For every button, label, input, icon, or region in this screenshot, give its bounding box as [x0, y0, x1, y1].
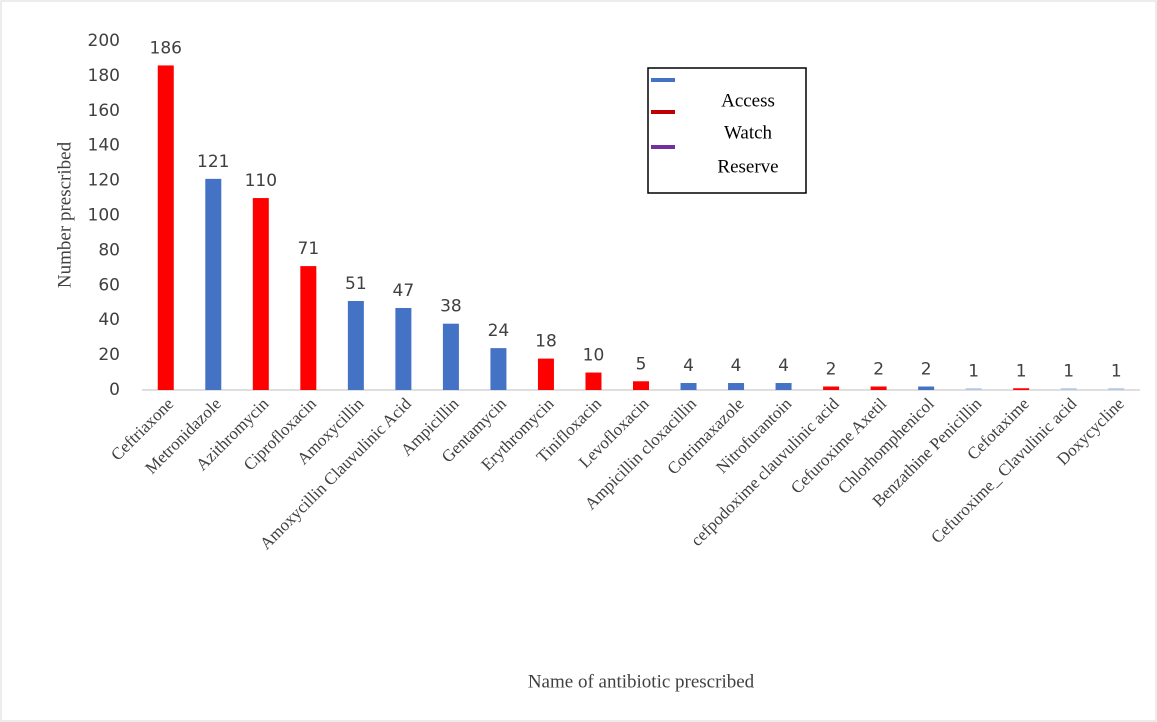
legend-label: Access: [721, 90, 775, 111]
bar: [252, 198, 269, 390]
data-label: 1: [1063, 361, 1074, 381]
bar: [1013, 388, 1030, 390]
data-label: 121: [197, 152, 229, 172]
legend-label: Reserve: [717, 156, 778, 177]
y-tick-label: 100: [88, 206, 120, 226]
bar: [300, 266, 317, 390]
bar: [490, 348, 507, 390]
data-label: 4: [731, 356, 742, 376]
bar: [870, 386, 887, 390]
bar: [205, 178, 222, 390]
y-tick-label: 160: [88, 101, 120, 121]
bar: [442, 323, 459, 390]
data-label: 47: [393, 281, 415, 301]
data-label: 38: [440, 297, 462, 317]
data-label: 24: [488, 321, 510, 341]
y-tick-label: 40: [98, 310, 120, 330]
y-tick-label: 60: [98, 275, 120, 295]
y-tick-label: 140: [88, 136, 120, 156]
bar: [1108, 388, 1125, 390]
y-tick-label: 0: [109, 380, 120, 400]
bar: [347, 301, 364, 390]
data-label: 2: [826, 360, 837, 380]
bar: [1060, 388, 1077, 390]
data-label: 10: [583, 346, 605, 366]
data-label: 5: [636, 354, 647, 374]
legend-box: [647, 67, 807, 194]
x-axis-title: Name of antibiotic prescribed: [528, 671, 755, 692]
y-tick-label: 80: [98, 240, 120, 260]
data-label: 2: [873, 360, 884, 380]
data-label: 1: [968, 361, 979, 381]
y-tick-label: 180: [88, 66, 120, 86]
bar: [585, 372, 602, 390]
bar: [918, 386, 935, 390]
y-tick-label: 200: [88, 31, 120, 51]
bar: [775, 383, 792, 390]
bar: [157, 65, 174, 391]
data-label: 4: [778, 356, 789, 376]
data-label: 186: [150, 38, 182, 58]
legend-label: Watch: [724, 122, 773, 143]
bar: [823, 386, 840, 390]
bar: [728, 383, 745, 390]
bar: [395, 307, 412, 390]
data-label: 4: [683, 356, 694, 376]
data-label: 51: [345, 274, 367, 294]
y-tick-label: 120: [88, 171, 120, 191]
data-label: 18: [535, 332, 557, 352]
data-label: 110: [245, 171, 277, 191]
y-axis-title: Number prescribed: [54, 141, 75, 288]
data-label: 71: [298, 239, 320, 259]
bar: [633, 381, 649, 390]
data-label: 1: [1016, 361, 1027, 381]
data-label: 1: [1111, 361, 1122, 381]
data-label: 2: [921, 360, 932, 380]
bar: [537, 358, 554, 390]
bar: [965, 388, 982, 390]
y-tick-label: 20: [98, 345, 120, 365]
bar: [680, 383, 697, 390]
